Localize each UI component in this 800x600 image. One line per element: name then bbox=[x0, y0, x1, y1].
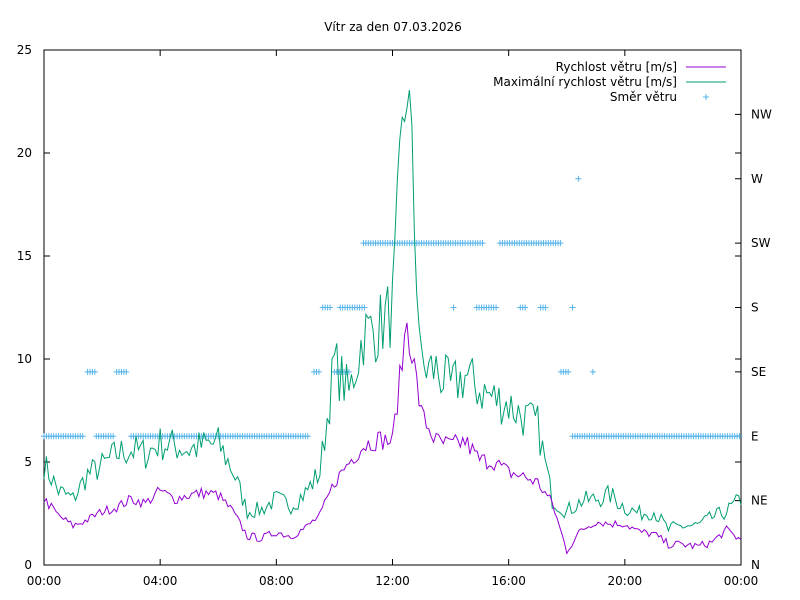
y-tick-label: 15 bbox=[17, 249, 32, 263]
legend-label: Maximální rychlost větru [m/s] bbox=[493, 75, 677, 89]
y-tick-label: 20 bbox=[17, 146, 32, 160]
x-tick-label: 20:00 bbox=[608, 574, 643, 588]
chart-title: Vítr za den 07.03.2026 bbox=[324, 20, 462, 34]
direction-point bbox=[479, 240, 486, 247]
direction-point bbox=[315, 368, 322, 375]
direction-point bbox=[327, 304, 334, 311]
direction-point bbox=[304, 433, 311, 440]
y-tick-label: 10 bbox=[17, 352, 32, 366]
direction-point bbox=[589, 368, 596, 375]
y2-tick-label: E bbox=[751, 429, 759, 443]
y2-tick-label: S bbox=[751, 301, 759, 315]
y-tick-label: 5 bbox=[24, 455, 32, 469]
legend-label: Směr větru bbox=[610, 90, 677, 104]
plot-frame bbox=[43, 49, 742, 566]
x-tick-label: 00:00 bbox=[27, 574, 62, 588]
chart-legend: Rychlost větru [m/s]Maximální rychlost v… bbox=[493, 60, 726, 104]
y-tick-label: 0 bbox=[24, 558, 32, 572]
y2-tick-label: W bbox=[751, 172, 763, 186]
legend-swatch bbox=[703, 94, 709, 100]
x-tick-label: 00:00 bbox=[724, 574, 759, 588]
y2-tick-label: SW bbox=[751, 236, 771, 250]
x-tick-label: 08:00 bbox=[259, 574, 294, 588]
direction-point bbox=[736, 433, 743, 440]
direction-point bbox=[361, 304, 368, 311]
chart-axes: 0 5 10 15 20 25 N NE E SE S SW W NW 00:00 04:00 08:00 12:… bbox=[17, 43, 772, 588]
max-wind-speed-series bbox=[43, 89, 742, 533]
legend-label: Rychlost větru [m/s] bbox=[556, 60, 677, 74]
direction-point bbox=[493, 304, 500, 311]
direction-point bbox=[569, 304, 576, 311]
y2-tick-label: N bbox=[751, 558, 760, 572]
direction-point bbox=[557, 240, 564, 247]
direction-point bbox=[522, 304, 529, 311]
wind-speed-series bbox=[43, 322, 742, 555]
y-tick-label: 25 bbox=[17, 43, 32, 57]
direction-point bbox=[91, 368, 98, 375]
x-tick-label: 16:00 bbox=[491, 574, 526, 588]
direction-point bbox=[565, 368, 572, 375]
wind-direction-points bbox=[41, 175, 743, 440]
direction-point bbox=[79, 433, 86, 440]
direction-point bbox=[542, 304, 549, 311]
y2-tick-label: NW bbox=[751, 107, 772, 121]
direction-point bbox=[575, 175, 582, 182]
x-tick-label: 12:00 bbox=[375, 574, 410, 588]
y2-tick-label: NE bbox=[751, 494, 768, 508]
series-line bbox=[43, 89, 742, 533]
x-tick-label: 04:00 bbox=[143, 574, 178, 588]
direction-point bbox=[110, 433, 117, 440]
y2-tick-label: SE bbox=[751, 365, 766, 379]
direction-point bbox=[123, 368, 130, 375]
direction-point bbox=[450, 304, 457, 311]
series-line bbox=[43, 322, 742, 555]
